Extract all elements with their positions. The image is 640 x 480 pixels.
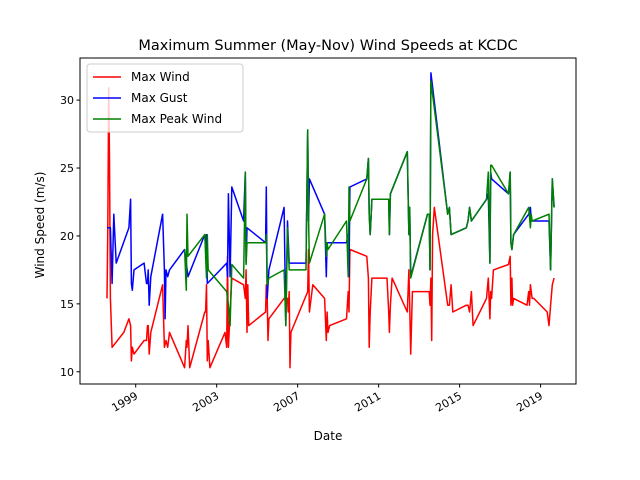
y-tick-label: 25	[60, 162, 74, 175]
legend-label-2: Max Peak Wind	[131, 112, 222, 126]
chart-title: Maximum Summer (May-Nov) Wind Speeds at …	[138, 38, 517, 54]
plot-frame	[79, 57, 577, 385]
series-line-2	[183, 80, 555, 327]
series-layer	[106, 72, 555, 369]
legend-box	[86, 63, 244, 133]
legend-label-1: Max Gust	[131, 91, 188, 105]
y-tick-label: 30	[60, 94, 74, 107]
x-axis-label: Date	[314, 429, 343, 443]
series-line-1	[107, 72, 555, 327]
legend: Max Wind Max Gust Max Peak Wind	[86, 63, 244, 133]
y-tick-label: 15	[60, 298, 74, 311]
legend-label-0: Max Wind	[131, 70, 190, 84]
y-tick-label: 10	[60, 366, 74, 379]
series-line-0	[106, 87, 555, 369]
y-tick-label: 20	[60, 230, 74, 243]
y-axis-label: Wind Speed (m/s)	[33, 172, 47, 279]
